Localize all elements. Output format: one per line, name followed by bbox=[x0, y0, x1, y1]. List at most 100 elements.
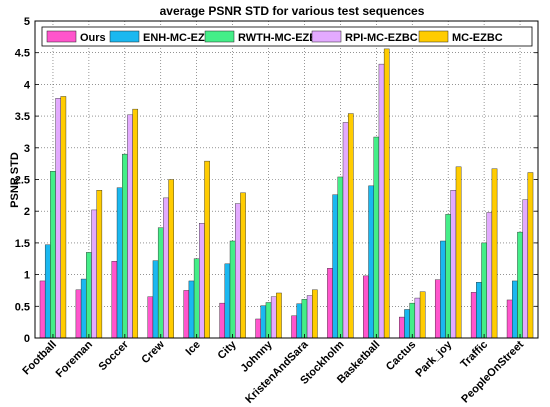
bar-enh-mc-ezbc-football bbox=[44, 244, 51, 339]
legend-swatch bbox=[311, 30, 342, 43]
bar-rwth-mc-ezbc-crew bbox=[157, 227, 164, 339]
bar-enh-mc-ezbc-city bbox=[224, 263, 231, 339]
bar-mc-ezbc-soccer bbox=[132, 108, 139, 339]
bar-ours-ice bbox=[183, 290, 190, 339]
y-tick-label: 4.5 bbox=[15, 48, 30, 60]
bar-enh-mc-ezbc-peopleonstreet bbox=[512, 280, 518, 339]
y-tick-label: 3 bbox=[24, 143, 30, 155]
x-tick-label: Soccer bbox=[97, 338, 132, 373]
bar-enh-mc-ezbc-traffic bbox=[476, 282, 482, 339]
bar-rwth-mc-ezbc-city bbox=[229, 240, 236, 339]
bar-ours-stockholm bbox=[327, 268, 333, 339]
legend: Ours ENH-MC-EZBC RWTH-MC-EZBC RPI-MC-EZBC MC… bbox=[41, 26, 533, 47]
bar-rwth-mc-ezbc-park-joy bbox=[445, 214, 451, 339]
legend-swatch bbox=[204, 30, 235, 43]
bar-rpi-mc-ezbc-stockholm bbox=[342, 122, 349, 339]
bar-ours-crew bbox=[147, 296, 154, 339]
bar-rpi-mc-ezbc-kristenandsara bbox=[306, 295, 313, 339]
bar-mc-ezbc-city bbox=[240, 192, 246, 339]
y-tick-label: 1 bbox=[24, 270, 30, 282]
bar-enh-mc-ezbc-johnny bbox=[260, 305, 267, 339]
bar-ours-foreman bbox=[75, 289, 82, 339]
bar-ours-kristenandsara bbox=[291, 315, 297, 339]
bar-mc-ezbc-johnny bbox=[276, 292, 282, 339]
legend-label: ENH-MC-EZBC bbox=[143, 32, 221, 44]
bar-mc-ezbc-football bbox=[60, 96, 67, 339]
x-tick-label: Ice bbox=[183, 339, 202, 358]
y-tick-label: 5 bbox=[24, 16, 30, 28]
y-tick-label: 3.5 bbox=[15, 111, 30, 123]
legend-label: RWTH-MC-EZBC bbox=[238, 32, 325, 44]
x-tick-label: Crew bbox=[139, 338, 167, 366]
x-tick-label: Johnny bbox=[239, 338, 276, 375]
bar-rwth-mc-ezbc-traffic bbox=[481, 242, 487, 339]
bar-rpi-mc-ezbc-park-joy bbox=[450, 190, 457, 339]
bar-enh-mc-ezbc-ice bbox=[188, 280, 195, 339]
chart-title: average PSNR STD for various test sequen… bbox=[160, 4, 425, 18]
y-tick-label: 1.5 bbox=[15, 238, 30, 250]
legend-label: RPI-MC-EZBC bbox=[345, 32, 418, 44]
y-tick-labels: 0 0.5 1 1.5 2 2.5 3 3.5 4 4.5 5 bbox=[15, 16, 31, 345]
bar-rpi-mc-ezbc-johnny bbox=[270, 296, 277, 339]
bar-mc-ezbc-peopleonstreet bbox=[527, 172, 534, 339]
bar-rpi-mc-ezbc-foreman bbox=[91, 209, 97, 339]
legend-swatch bbox=[418, 30, 449, 43]
y-tick-label: 2.5 bbox=[15, 175, 30, 187]
bar-ours-peopleonstreet bbox=[506, 299, 513, 339]
legend-swatch bbox=[46, 30, 77, 43]
x-tick-label: Cactus bbox=[384, 339, 418, 373]
bar-enh-mc-ezbc-stockholm bbox=[332, 194, 338, 339]
bar-rpi-mc-ezbc-basketball bbox=[378, 63, 385, 339]
bar-ours-soccer bbox=[111, 261, 118, 339]
bar-rwth-mc-ezbc-football bbox=[50, 171, 56, 339]
y-axis-label: PSNR STD bbox=[9, 152, 21, 208]
bar-enh-mc-ezbc-kristenandsara bbox=[296, 303, 303, 339]
x-tick-label: Traffic bbox=[458, 339, 490, 371]
bar-rpi-mc-ezbc-crew bbox=[163, 197, 169, 339]
bar-mc-ezbc-foreman bbox=[96, 190, 103, 339]
bar-mc-ezbc-stockholm bbox=[347, 113, 354, 339]
bar-mc-ezbc-kristenandsara bbox=[312, 289, 318, 339]
bar-mc-ezbc-park-joy bbox=[455, 166, 462, 339]
legend-label: Ours bbox=[80, 32, 106, 44]
bar-enh-mc-ezbc-crew bbox=[152, 260, 159, 339]
bars bbox=[39, 48, 534, 339]
bar-rwth-mc-ezbc-soccer bbox=[122, 153, 128, 339]
axes bbox=[34, 20, 539, 339]
bar-enh-mc-ezbc-basketball bbox=[368, 185, 374, 339]
bar-rwth-mc-ezbc-peopleonstreet bbox=[517, 231, 523, 339]
y-tick-label: 4 bbox=[24, 79, 31, 91]
plot-frame bbox=[34, 20, 539, 339]
bar-rwth-mc-ezbc-cactus bbox=[409, 302, 416, 339]
bar-ours-park-joy bbox=[434, 279, 441, 339]
bar-rwth-mc-ezbc-johnny bbox=[265, 302, 272, 339]
bar-rpi-mc-ezbc-soccer bbox=[127, 114, 133, 339]
bar-enh-mc-ezbc-park-joy bbox=[440, 240, 446, 339]
bar-ours-cactus bbox=[399, 316, 405, 339]
bar-rpi-mc-ezbc-football bbox=[55, 98, 61, 339]
bar-rpi-mc-ezbc-ice bbox=[199, 223, 205, 339]
legend-swatch bbox=[109, 30, 140, 43]
bar-mc-ezbc-crew bbox=[168, 179, 174, 339]
legend-label: MC-EZBC bbox=[452, 32, 503, 44]
x-tick-label: City bbox=[216, 338, 240, 362]
gridlines bbox=[35, 21, 538, 338]
bar-mc-ezbc-basketball bbox=[383, 48, 390, 339]
bar-ours-johnny bbox=[255, 318, 261, 339]
bar-enh-mc-ezbc-foreman bbox=[80, 278, 87, 339]
bar-rwth-mc-ezbc-kristenandsara bbox=[301, 299, 308, 339]
bar-rpi-mc-ezbc-city bbox=[235, 203, 241, 339]
x-tick-label: KristenAndSara bbox=[243, 338, 311, 406]
bar-enh-mc-ezbc-cactus bbox=[404, 309, 410, 339]
bar-mc-ezbc-cactus bbox=[419, 291, 426, 339]
x-tick-label: PeopleOnStreet bbox=[459, 338, 526, 405]
bar-rwth-mc-ezbc-foreman bbox=[86, 252, 92, 339]
legend-box bbox=[41, 26, 533, 47]
bar-mc-ezbc-ice bbox=[204, 160, 210, 339]
bar-rwth-mc-ezbc-stockholm bbox=[337, 176, 344, 339]
bar-rpi-mc-ezbc-traffic bbox=[486, 212, 493, 339]
bar-ours-basketball bbox=[363, 275, 369, 339]
bar-ours-football bbox=[39, 280, 46, 339]
